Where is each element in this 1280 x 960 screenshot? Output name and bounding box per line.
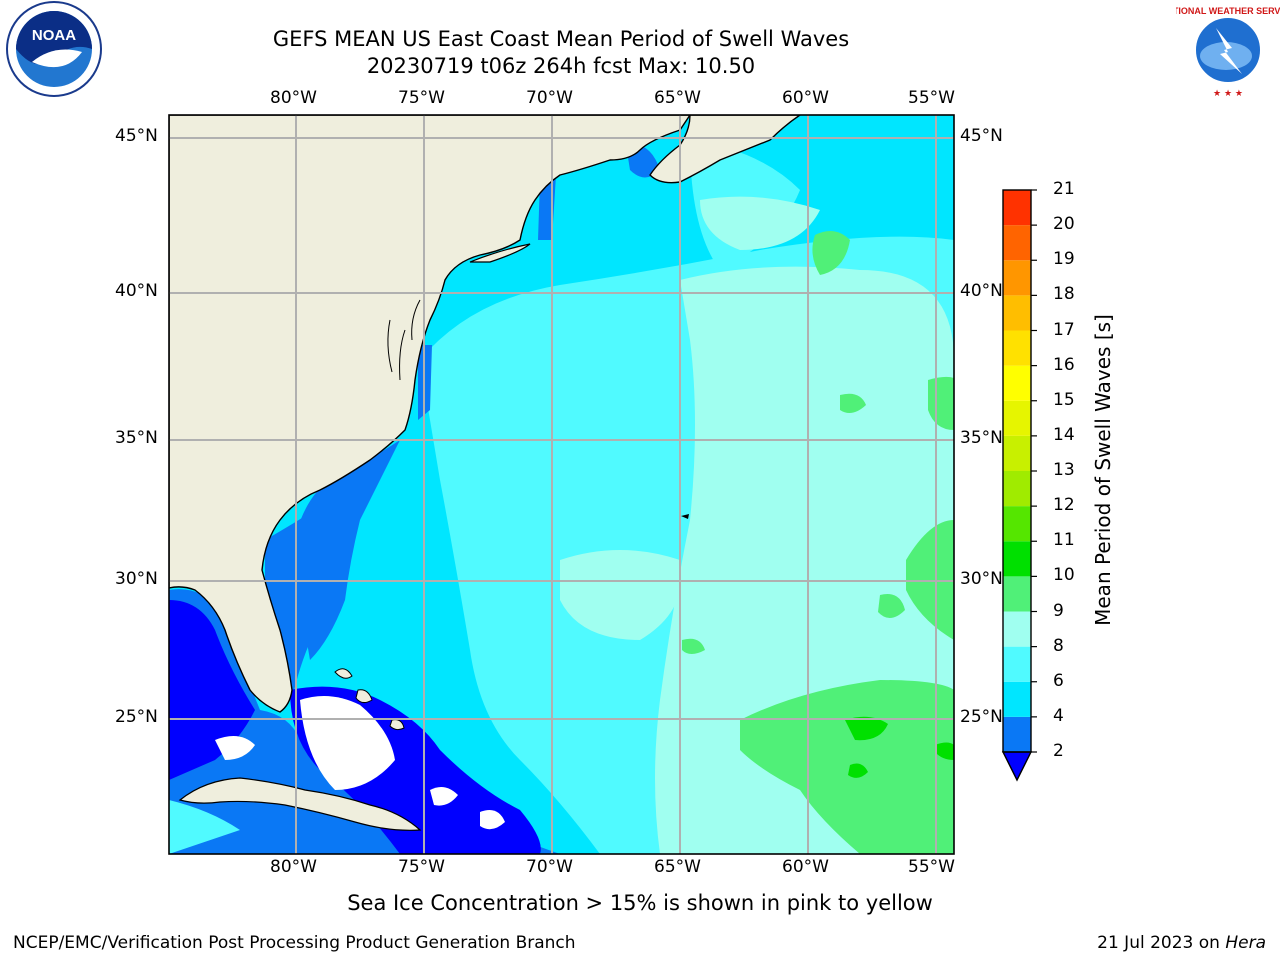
colorbar-bin	[1003, 471, 1031, 507]
colorbar-tick-label: 14	[1053, 424, 1075, 445]
bermuda-island	[681, 514, 689, 519]
north-america-land	[169, 115, 691, 713]
colorbar-bin	[1003, 716, 1031, 752]
colorbar-tick-label: 18	[1053, 284, 1075, 305]
date-text: 21 Jul 2023 on	[1097, 933, 1226, 953]
colorbar-bin	[1003, 611, 1031, 647]
sea-ice-note: Sea Ice Concentration > 15% is shown in …	[347, 891, 933, 915]
lat-label-right: 45°N	[960, 126, 1003, 146]
lat-label-right: 35°N	[960, 428, 1003, 448]
lon-label-bottom: 55°W	[908, 857, 955, 877]
colorbar-bin	[1003, 506, 1031, 542]
lon-label-top: 75°W	[398, 88, 445, 108]
lon-label-bottom: 65°W	[654, 857, 701, 877]
colorbar-tick-label: 13	[1053, 460, 1075, 480]
colorbar-tick-label: 6	[1053, 670, 1064, 691]
date-line: 21 Jul 2023 on Hera	[1097, 933, 1266, 953]
noaa-logo: NOAA	[2, 0, 106, 100]
colorbar-bin	[1003, 681, 1031, 717]
colorbar-tick-label: 17	[1053, 319, 1075, 340]
colorbar-tick-label: 2	[1053, 741, 1064, 761]
colorbar	[1001, 189, 1037, 782]
lat-label-left: 25°N	[115, 707, 158, 727]
map-title: GEFS MEAN US East Coast Mean Period of S…	[272, 27, 850, 51]
lat-label-left: 45°N	[115, 126, 158, 146]
swell-9-10s-region	[740, 680, 954, 854]
lat-label-left: 35°N	[115, 428, 158, 448]
lat-label-left: 40°N	[115, 281, 158, 301]
colorbar-bin	[1003, 646, 1031, 682]
colorbar-tick-label: 15	[1053, 389, 1075, 410]
colorbar-bin	[1003, 365, 1031, 401]
lon-label-bottom: 80°W	[270, 857, 317, 877]
map-subtitle: 20230719 t06z 264h fcst Max: 10.50	[366, 54, 756, 78]
graticule	[169, 115, 954, 854]
lon-label-bottom: 75°W	[398, 857, 445, 877]
colorbar-bin	[1003, 295, 1031, 331]
colorbar-tick-label: 9	[1053, 600, 1064, 621]
colorbar-label: Mean Period of Swell Waves [s]	[1091, 314, 1115, 626]
colorbar-bin	[1003, 541, 1031, 577]
noaa-logo-text: NOAA	[32, 27, 76, 44]
colorbar-bin	[1003, 576, 1031, 612]
colorbar-tick-label: 16	[1053, 354, 1075, 375]
colorbar-tick-label: 21	[1053, 179, 1075, 199]
nws-logo-text: NATIONAL WEATHER SERVICE	[1176, 6, 1280, 16]
lon-label-bottom: 60°W	[782, 857, 829, 877]
map-frame	[168, 114, 955, 855]
svg-text:★ ★ ★: ★ ★ ★	[1213, 89, 1243, 99]
lon-label-top: 80°W	[270, 88, 317, 108]
lon-label-bottom: 70°W	[526, 857, 573, 877]
colorbar-tick-label: 20	[1053, 214, 1075, 235]
lon-label-top: 70°W	[526, 88, 573, 108]
cuba-land	[178, 777, 422, 831]
swell-under-2s-region	[169, 600, 255, 780]
lon-label-top: 60°W	[782, 88, 829, 108]
colorbar-ticks: 2 4 6 8 9 10 11 12 13 14 15 16 17 18 19 20 21	[1053, 0, 1093, 960]
nws-logo: NATIONAL WEATHER SERVICE ★ ★ ★	[1161, 0, 1280, 100]
lat-label-right: 25°N	[960, 707, 1003, 727]
colorbar-bin	[1003, 400, 1031, 436]
host-name: Hera	[1225, 933, 1266, 953]
colorbar-under-arrow	[1001, 751, 1033, 782]
colorbar-bin	[1003, 190, 1031, 226]
colorbar-tick-label: 12	[1053, 495, 1075, 516]
lon-label-top: 65°W	[654, 88, 701, 108]
lat-label-left: 30°N	[115, 569, 158, 589]
colorbar-tick-label: 10	[1053, 565, 1075, 586]
lat-label-right: 40°N	[960, 281, 1003, 301]
credit-line: NCEP/EMC/Verification Post Processing Pr…	[13, 933, 576, 953]
colorbar-tick-label: 11	[1053, 530, 1075, 551]
lon-label-top: 55°W	[908, 88, 955, 108]
lat-label-right: 30°N	[960, 569, 1003, 589]
colorbar-bin	[1003, 435, 1031, 471]
colorbar-bin	[1003, 260, 1031, 296]
swell-10-11s-region	[845, 716, 888, 741]
colorbar-tick-label: 8	[1053, 635, 1064, 656]
colorbar-bin	[1003, 330, 1031, 366]
colorbar-tick-label: 4	[1053, 705, 1064, 726]
colorbar-bin	[1003, 225, 1031, 261]
colorbar-tick-label: 19	[1053, 249, 1075, 270]
